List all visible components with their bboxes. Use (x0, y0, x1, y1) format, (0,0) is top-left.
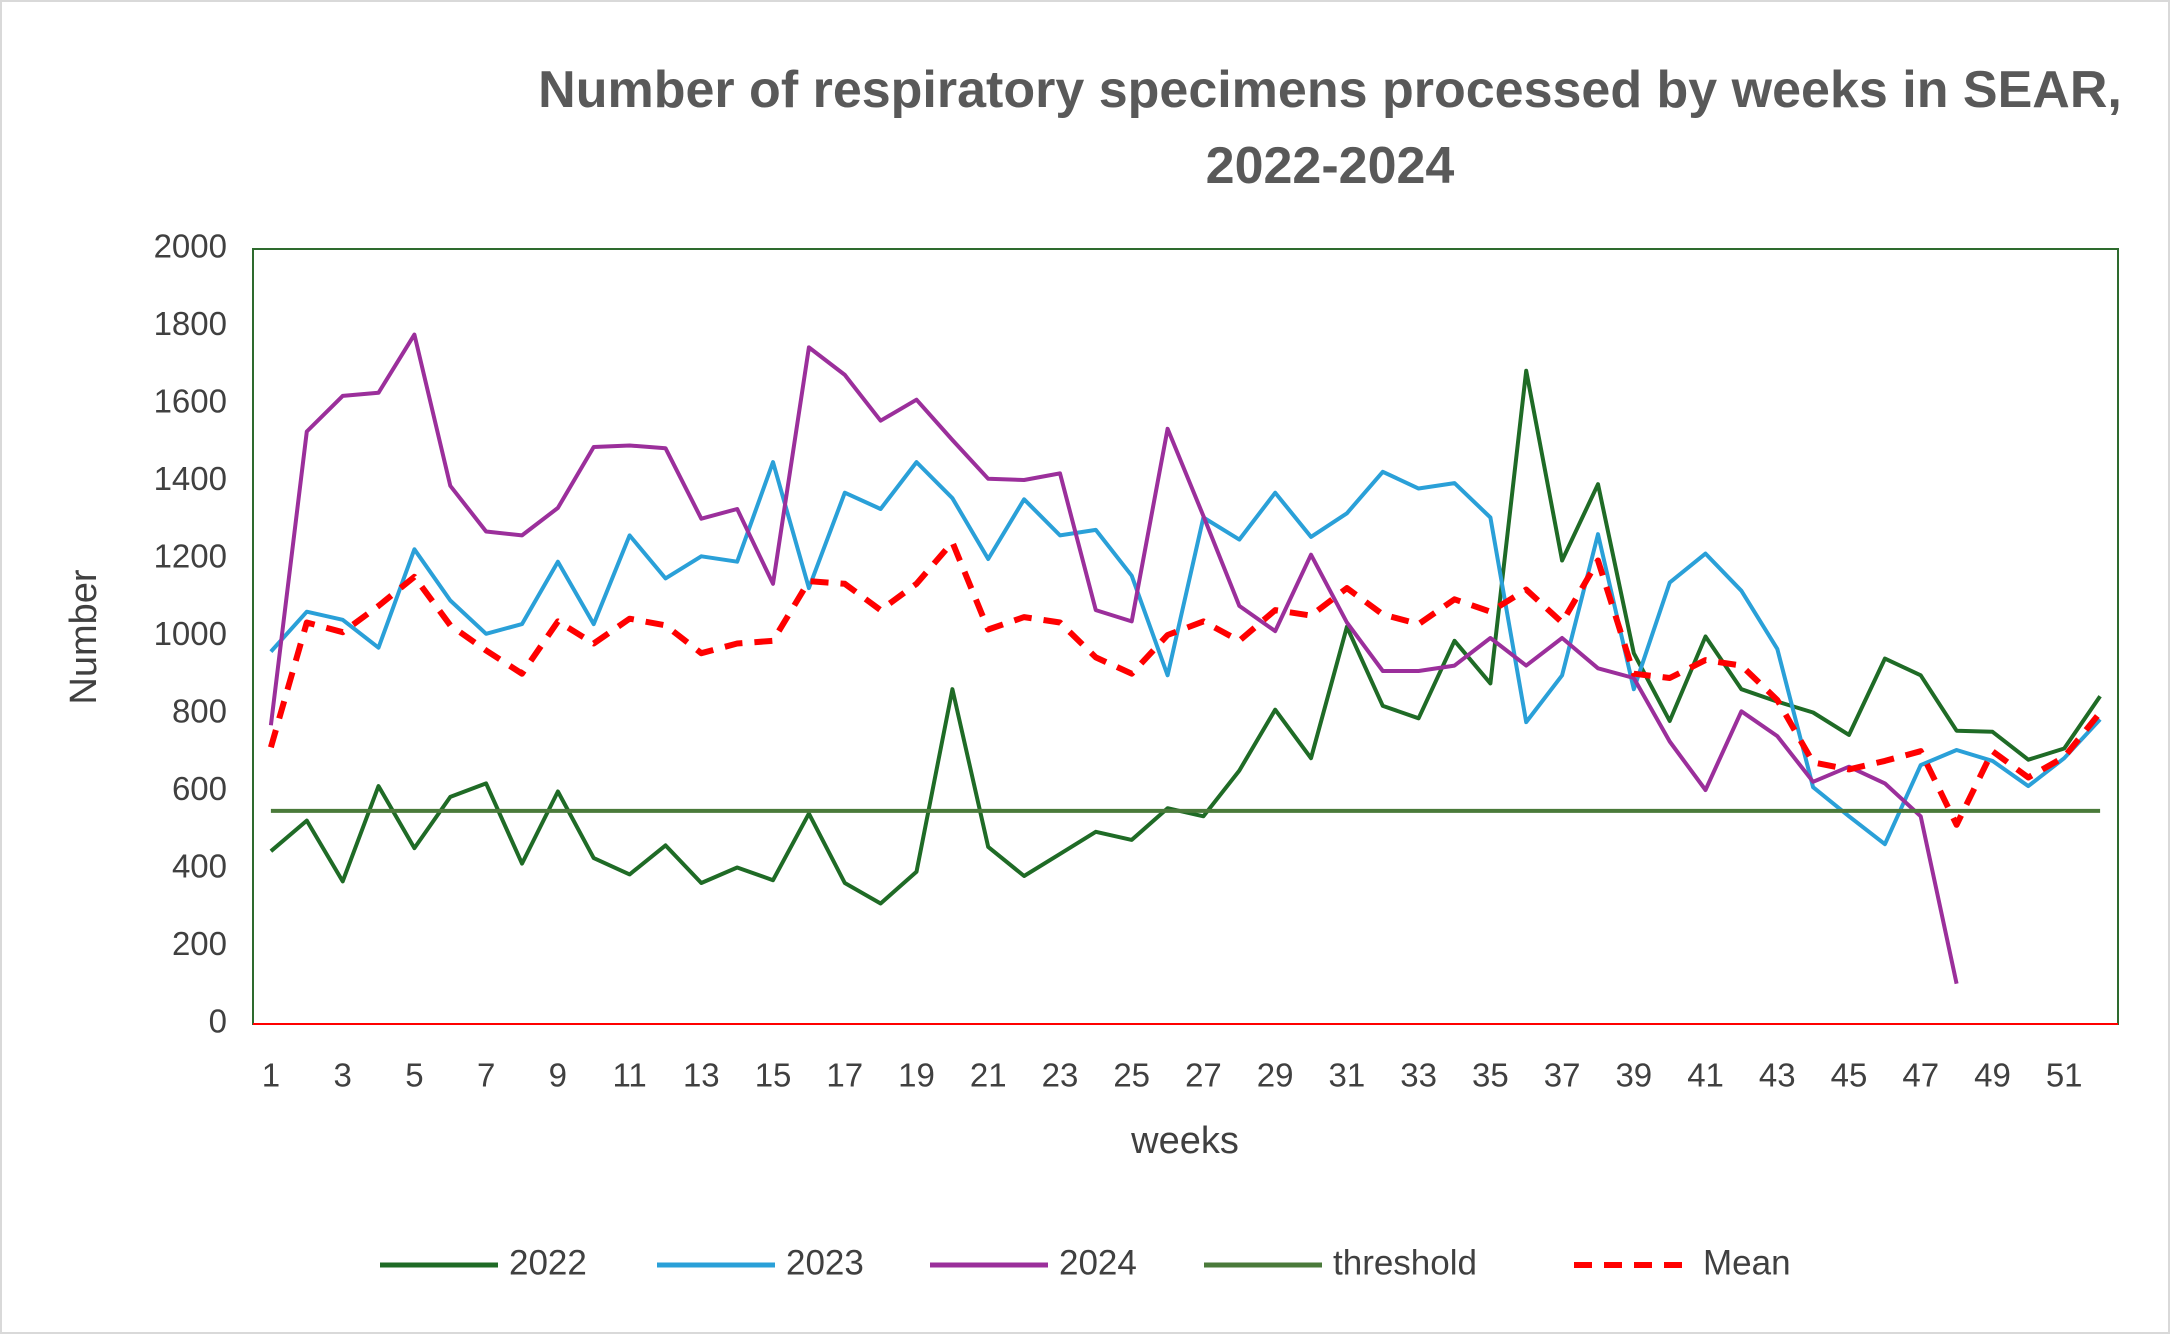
x-tick-label: 1 (262, 1057, 280, 1094)
x-tick-label: 15 (755, 1057, 792, 1094)
x-tick-label: 47 (1902, 1057, 1939, 1094)
legend-label: 2022 (509, 1243, 587, 1282)
y-tick-label: 0 (209, 1003, 227, 1040)
x-tick-label: 33 (1400, 1057, 1437, 1094)
y-tick-label: 800 (172, 693, 227, 730)
x-tick-label: 3 (333, 1057, 351, 1094)
legend-label: 2023 (786, 1243, 864, 1282)
x-tick-label: 23 (1042, 1057, 1079, 1094)
x-tick-label: 9 (549, 1057, 567, 1094)
y-tick-label: 1400 (154, 460, 227, 497)
x-tick-label: 49 (1974, 1057, 2011, 1094)
y-tick-label: 1000 (154, 615, 227, 652)
x-tick-label: 17 (826, 1057, 863, 1094)
x-tick-label: 27 (1185, 1057, 1222, 1094)
x-tick-label: 25 (1113, 1057, 1150, 1094)
series-line (268, 539, 2103, 828)
x-tick-label: 7 (477, 1057, 495, 1094)
x-tick-label: 19 (898, 1057, 935, 1094)
x-tick-label: 5 (405, 1057, 423, 1094)
x-tick-label: 39 (1615, 1057, 1652, 1094)
y-tick-label: 200 (172, 925, 227, 962)
y-axis-title: Number (63, 569, 105, 704)
x-axis-title: weeks (1130, 1120, 1239, 1162)
chart-title: Number of respiratory specimens processe… (538, 61, 2122, 195)
x-tick-label: 51 (2046, 1057, 2083, 1094)
x-tick-label: 37 (1544, 1057, 1581, 1094)
y-tick-label: 2000 (154, 228, 227, 265)
series-line (268, 332, 1959, 985)
y-tick-label: 1200 (154, 538, 227, 575)
x-tick-label: 31 (1329, 1057, 1366, 1094)
x-tick-label: 45 (1831, 1057, 1868, 1094)
x-tick-label: 35 (1472, 1057, 1509, 1094)
x-tick-label: 11 (612, 1057, 646, 1094)
y-tick-label: 600 (172, 770, 227, 807)
x-tick-label: 21 (970, 1057, 1007, 1094)
y-tick-label: 1800 (154, 305, 227, 342)
legend-label: Mean (1703, 1243, 1791, 1282)
legend-label: threshold (1333, 1243, 1477, 1282)
x-tick-label: 43 (1759, 1057, 1796, 1094)
series-line (269, 460, 2102, 847)
legend-label: 2024 (1059, 1243, 1137, 1282)
x-tick-label: 13 (683, 1057, 720, 1094)
x-tick-label: 41 (1687, 1057, 1724, 1094)
x-tick-label: 29 (1257, 1057, 1294, 1094)
y-tick-label: 1600 (154, 383, 227, 420)
y-tick-label: 400 (172, 848, 227, 885)
